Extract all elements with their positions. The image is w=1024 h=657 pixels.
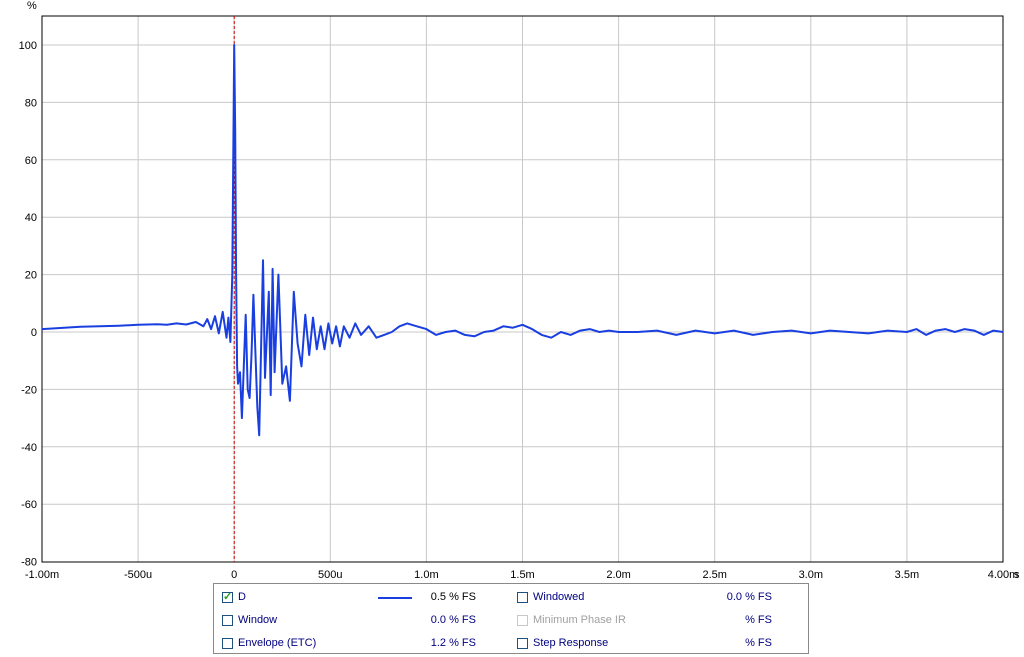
chart-grid — [42, 16, 1003, 562]
y-tick-label: -40 — [21, 442, 37, 454]
y-tick-label: 20 — [25, 270, 37, 282]
legend-envelope-checkbox[interactable] — [222, 637, 233, 649]
y-tick-label: 80 — [25, 97, 37, 109]
x-tick-label: 0 — [231, 569, 237, 580]
legend-item-envelope[interactable]: Envelope (ETC) — [222, 635, 316, 651]
legend-item-windowed[interactable]: Windowed — [517, 589, 584, 605]
legend-d-swatch — [378, 597, 412, 599]
x-tick-label: 3.0m — [799, 569, 823, 580]
x-tick-label: -500u — [124, 569, 152, 580]
y-unit-label: % — [27, 0, 37, 12]
plot-border — [41, 15, 1004, 563]
x-unit-label: s — [1014, 569, 1020, 580]
legend-minimum-phase-ir-label: Minimum Phase IR — [533, 614, 626, 626]
x-tick-label: 2.5m — [702, 569, 726, 580]
y-tick-label: 100 — [19, 40, 37, 52]
legend-window-label: Window — [238, 614, 278, 626]
y-tick-label: -60 — [21, 499, 37, 511]
check-icon: ✓ — [223, 590, 233, 603]
legend-item-window[interactable]: Window — [222, 612, 277, 628]
legend-item-minimum-phase-ir: Minimum Phase IR — [517, 612, 626, 628]
x-tick-labels: -1.00m -500u 0 500u 1.0m 1.5m 2.0m 2.5m 3.0m 3.5m… — [25, 569, 1018, 580]
x-tick-label: 3.5m — [895, 569, 919, 580]
legend-step-response-label: Step Response — [533, 637, 609, 649]
legend-item-d[interactable]: ✓ D — [222, 589, 246, 605]
x-tick-label: 1.0m — [414, 569, 438, 580]
legend-d-label: D — [238, 591, 246, 603]
y-tick-labels: 100 80 60 40 20 0 -20 -40 -60 -80 — [19, 40, 37, 569]
legend-panel: ✓ D 0.5 % FS Windowed 0.0 % FS Window 0.… — [213, 583, 809, 654]
x-tick-label: 1.5m — [510, 569, 534, 580]
y-tick-label: 0 — [31, 327, 37, 339]
x-tick-label: 500u — [318, 569, 342, 580]
legend-d-value: 0.5 % FS — [430, 591, 476, 603]
legend-d-checkbox[interactable]: ✓ — [222, 590, 233, 603]
y-tick-label: 60 — [25, 155, 37, 167]
legend-window-value: 0.0 % FS — [430, 614, 476, 626]
legend-step-response-value: % FS — [745, 637, 772, 649]
series-d-line — [41, 44, 1004, 437]
y-tick-label: 40 — [25, 212, 37, 224]
y-tick-label: -20 — [21, 384, 37, 396]
legend-windowed-checkbox[interactable] — [517, 591, 528, 603]
x-tick-label: 4.00m — [988, 569, 1019, 580]
legend-envelope-value: 1.2 % FS — [430, 637, 476, 649]
x-tick-label: 2.0m — [606, 569, 630, 580]
impulse-response-chart: 100 80 60 40 20 0 -20 -40 -60 -80 -1.00m -500u 0 500… — [19, 0, 1020, 580]
legend-item-step-response[interactable]: Step Response — [517, 635, 608, 651]
legend-window-checkbox[interactable] — [222, 614, 233, 626]
legend-minimum-phase-ir-value: % FS — [745, 614, 772, 626]
legend-step-response-checkbox[interactable] — [517, 637, 528, 649]
legend-windowed-value: 0.0 % FS — [726, 591, 772, 603]
legend-windowed-label: Windowed — [533, 591, 585, 603]
legend-minimum-phase-ir-checkbox — [517, 614, 528, 626]
x-tick-label: -1.00m — [25, 569, 59, 580]
y-tick-label: -80 — [21, 557, 37, 569]
legend-envelope-label: Envelope (ETC) — [238, 637, 317, 649]
